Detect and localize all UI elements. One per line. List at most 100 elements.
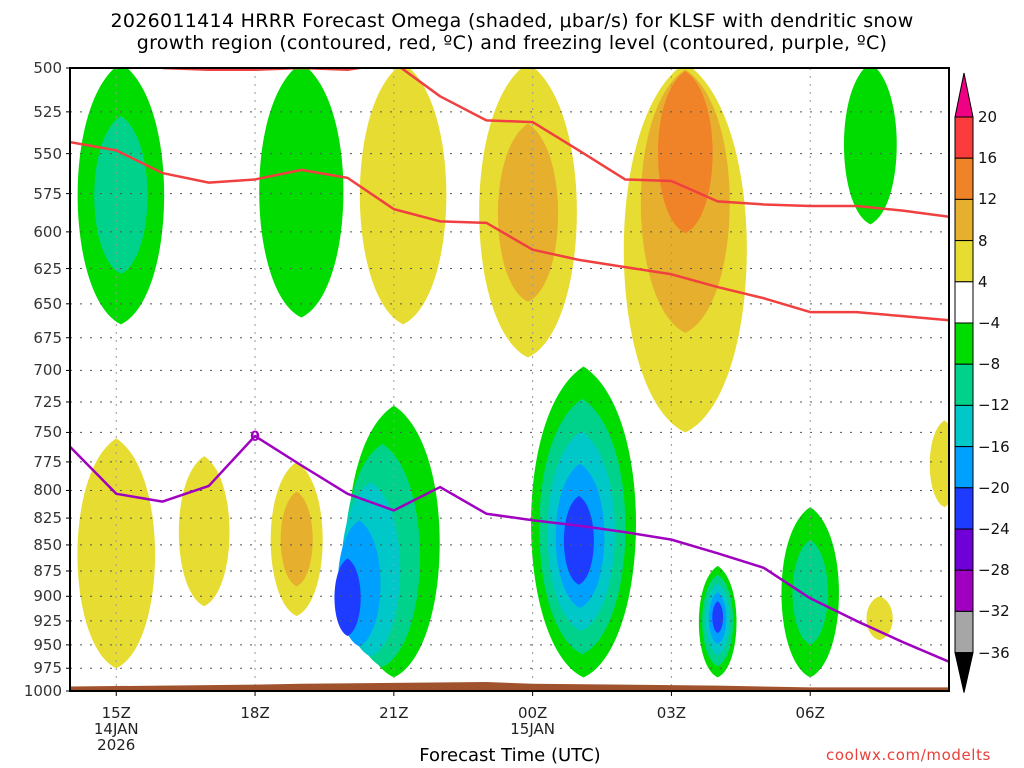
colorbar-swatch [954, 157, 974, 200]
colorbar-label: −36 [978, 643, 1010, 662]
y-tick-label: 1000 [23, 682, 62, 700]
y-tick-label: 950 [33, 635, 62, 654]
x-tick-label: 00Z 15JAN [493, 705, 573, 737]
x-tick-label-line: 00Z [517, 704, 548, 722]
watermark: coolwx.com/modelts [826, 746, 991, 764]
omega-band [712, 601, 724, 634]
y-tick-label: 850 [33, 535, 62, 554]
omega-band [866, 596, 893, 641]
colorbar-over-arrow [954, 72, 974, 118]
x-tick-label-line: 14JAN [93, 720, 139, 738]
y-tick-label: 500 [33, 59, 62, 77]
colorbar-swatch [954, 404, 974, 448]
omega-feature [178, 456, 230, 607]
omega-band [334, 558, 361, 637]
omega-feature [623, 68, 747, 433]
y-tick-label: 650 [33, 294, 62, 313]
y-tick-label: 750 [33, 423, 62, 442]
plot-frame [69, 67, 950, 692]
y-tick-label: 925 [33, 611, 62, 630]
omega-band [792, 539, 828, 645]
omega-feature [259, 68, 344, 318]
x-axis-label: Forecast Time (UTC) [419, 745, 601, 766]
y-tick-label: 825 [33, 509, 62, 528]
colorbar-swatch [954, 446, 974, 489]
y-tick-label: 675 [33, 328, 62, 347]
omega-band [94, 116, 148, 274]
colorbar-label: −24 [978, 520, 1010, 538]
colorbar-swatch [954, 240, 974, 283]
x-tick-label-line: 18Z [240, 704, 270, 722]
omega-band [259, 68, 344, 318]
terrain-fill [70, 681, 949, 691]
colorbar-label: 16 [978, 149, 998, 168]
omega-feature [929, 420, 949, 508]
colorbar-swatch [954, 487, 974, 530]
colorbar-swatch [954, 610, 974, 654]
colorbar-label: −20 [978, 478, 1010, 497]
x-tick-label-line: 06Z [795, 704, 825, 722]
omega-feature [359, 68, 447, 325]
colorbar-label: −8 [978, 355, 1001, 374]
y-tick-label: 900 [33, 587, 62, 606]
y-tick-label: 525 [33, 102, 62, 121]
chart-title-line2: growth region (contoured, red, ºC) and f… [136, 32, 888, 54]
x-tick-label: 06Z [770, 705, 850, 721]
omega-feature [844, 68, 897, 225]
y-tick-label: 575 [33, 184, 62, 203]
y-tick-label: 875 [33, 561, 62, 580]
contour-line [70, 434, 949, 663]
omega-feature [334, 405, 440, 678]
colorbar-swatch [954, 569, 974, 612]
x-tick-label: 03Z [631, 705, 711, 721]
colorbar-swatch [954, 198, 974, 242]
omega-feature [781, 507, 839, 678]
x-tick-label: 18Z [215, 705, 295, 721]
omega-feature [866, 596, 893, 641]
omega-feature [698, 565, 737, 678]
x-tick-label-line: 21Z [379, 704, 409, 722]
colorbar-label: −4 [978, 314, 1001, 332]
x-tick-label-line: 2026 [97, 736, 136, 754]
y-tick-label: 725 [33, 392, 62, 411]
omega-band [178, 456, 230, 607]
x-tick-label-line: 03Z [656, 704, 687, 722]
colorbar-swatch [954, 363, 974, 406]
colorbar-label: 12 [978, 190, 998, 209]
colorbar-label: 8 [978, 231, 988, 250]
y-tick-label: 700 [33, 361, 62, 380]
omega-feature [77, 438, 156, 669]
omega-band [77, 438, 156, 669]
chart-title-line1: 2026011414 HRRR Forecast Omega (shaded, … [110, 10, 914, 32]
omega-band [280, 491, 313, 587]
x-tick-label-line: 15Z [101, 704, 131, 722]
omega-feature [479, 68, 577, 358]
colorbar-swatch [954, 116, 974, 159]
omega-band [497, 123, 559, 302]
colorbar-swatch [954, 281, 974, 324]
colorbar-swatch [954, 528, 974, 571]
y-tick-label: 975 [33, 659, 62, 678]
omega-band [929, 420, 949, 508]
y-tick-label: 600 [33, 222, 62, 241]
colorbar-label: −16 [978, 437, 1010, 456]
x-tick-label: 15Z 14JAN 2026 [76, 705, 156, 753]
omega-band [844, 68, 897, 225]
y-tick-label: 550 [33, 144, 62, 163]
colorbar-under-arrow [954, 652, 974, 693]
omega-feature [270, 461, 323, 617]
colorbar-label: 20 [978, 108, 998, 126]
colorbar-label: −12 [978, 396, 1010, 415]
colorbar-label: 4 [978, 272, 988, 291]
colorbar-label: −32 [978, 602, 1010, 621]
colorbar-swatch [954, 322, 974, 365]
y-tick-label: 775 [33, 452, 62, 471]
x-tick-label: 21Z [354, 705, 434, 721]
contour-label: 0 [250, 429, 260, 445]
x-tick-label-line: 15JAN [510, 720, 555, 738]
y-tick-label: 625 [33, 259, 62, 278]
colorbar-label: −28 [978, 561, 1010, 580]
omega-band [359, 68, 447, 325]
y-tick-label: 800 [33, 481, 62, 500]
